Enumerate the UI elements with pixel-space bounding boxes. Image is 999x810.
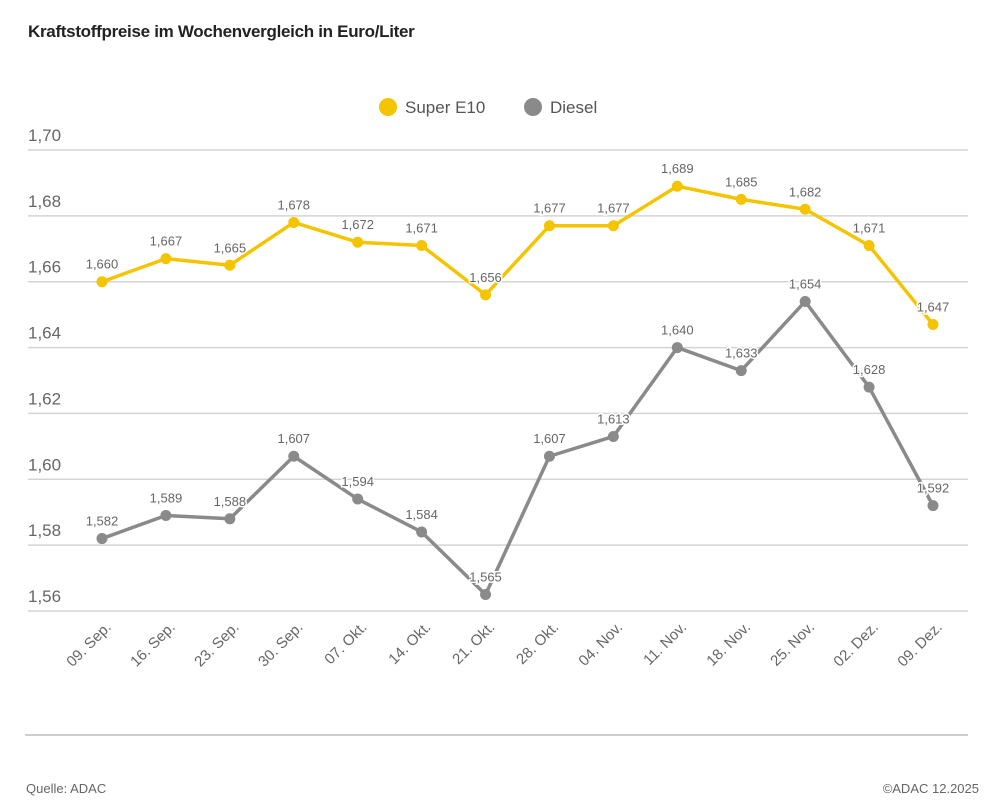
data-label: 1,582 — [86, 514, 119, 529]
data-label: 1,678 — [277, 197, 310, 212]
data-label: 1,667 — [150, 234, 183, 249]
data-point — [543, 220, 555, 232]
data-point — [799, 295, 811, 307]
data-label: 1,671 — [853, 220, 886, 235]
x-tick-label: 21. Okt. — [449, 619, 498, 668]
data-label: 1,665 — [214, 240, 247, 255]
y-tick-label: 1,64 — [28, 324, 61, 343]
data-label: 1,677 — [597, 201, 630, 216]
data-label: 1,613 — [597, 411, 630, 426]
x-tick-label: 30. Sep. — [255, 619, 307, 671]
x-tick-label: 09. Dez. — [894, 619, 946, 671]
y-tick-label: 1,62 — [28, 389, 61, 408]
data-point — [160, 253, 172, 265]
data-label: 1,588 — [214, 494, 247, 509]
data-point — [224, 513, 236, 525]
data-label: 1,660 — [86, 257, 119, 272]
data-point — [352, 236, 364, 248]
data-label: 1,589 — [150, 491, 183, 506]
data-label: 1,607 — [277, 431, 310, 446]
data-point — [799, 203, 811, 215]
x-tick-label: 07. Okt. — [321, 619, 370, 668]
data-point — [480, 589, 492, 601]
data-point — [96, 276, 108, 288]
x-tick-label: 25. Nov. — [767, 619, 818, 670]
data-point — [863, 381, 875, 393]
chart-title: Kraftstoffpreise im Wochenvergleich in E… — [28, 22, 415, 41]
x-tick-label: 14. Okt. — [385, 619, 434, 668]
y-tick-label: 1,56 — [28, 587, 61, 606]
data-label: 1,584 — [405, 507, 438, 522]
y-tick-label: 1,68 — [28, 192, 61, 211]
data-point — [735, 365, 747, 377]
legend-label: Super E10 — [405, 98, 485, 117]
data-point — [96, 533, 108, 545]
x-tick-label: 09. Sep. — [63, 619, 115, 671]
data-label: 1,677 — [533, 201, 566, 216]
x-tick-label: 11. Nov. — [640, 619, 690, 669]
series-line — [101, 299, 935, 597]
y-tick-label: 1,66 — [28, 258, 61, 277]
data-label: 1,647 — [917, 300, 950, 315]
source-note: Quelle: ADAC — [26, 781, 107, 796]
data-point — [863, 239, 875, 251]
data-point — [607, 430, 619, 442]
data-label: 1,672 — [341, 217, 374, 232]
data-label: 1,689 — [661, 161, 694, 176]
data-point — [224, 259, 236, 271]
data-point — [416, 526, 428, 538]
series-line — [101, 184, 935, 326]
data-label: 1,592 — [917, 481, 950, 496]
y-tick-label: 1,60 — [28, 455, 61, 474]
data-point — [927, 500, 939, 512]
x-tick-label: 23. Sep. — [191, 619, 243, 671]
data-point — [927, 319, 939, 331]
x-tick-label: 16. Sep. — [127, 619, 179, 671]
legend-marker — [379, 98, 397, 116]
x-tick-label: 18. Nov. — [703, 619, 754, 670]
data-label: 1,654 — [789, 276, 822, 291]
x-tick-label: 04. Nov. — [575, 619, 626, 670]
data-label: 1,633 — [725, 346, 758, 361]
data-point — [480, 289, 492, 301]
x-tick-label: 28. Okt. — [513, 619, 562, 668]
data-point — [671, 342, 683, 354]
copyright-note: ©ADAC 12.2025 — [882, 781, 979, 796]
data-point — [416, 239, 428, 251]
data-point — [288, 450, 300, 462]
data-point — [543, 450, 555, 462]
x-tick-label: 02. Dez. — [830, 619, 882, 671]
data-label: 1,640 — [661, 323, 694, 338]
legend-marker — [524, 98, 542, 116]
data-label: 1,682 — [789, 184, 822, 199]
data-point — [735, 193, 747, 205]
data-point — [288, 216, 300, 228]
data-point — [607, 220, 619, 232]
legend-label: Diesel — [550, 98, 597, 117]
data-label: 1,594 — [341, 474, 374, 489]
data-label: 1,628 — [853, 362, 886, 377]
y-tick-label: 1,58 — [28, 521, 61, 540]
data-label: 1,607 — [533, 431, 566, 446]
data-label: 1,671 — [405, 220, 438, 235]
data-label: 1,656 — [469, 270, 502, 285]
y-tick-label: 1,70 — [28, 126, 61, 145]
data-label: 1,565 — [469, 570, 502, 585]
data-label: 1,685 — [725, 174, 758, 189]
data-point — [352, 493, 364, 505]
data-point — [160, 510, 172, 522]
data-point — [671, 180, 683, 192]
